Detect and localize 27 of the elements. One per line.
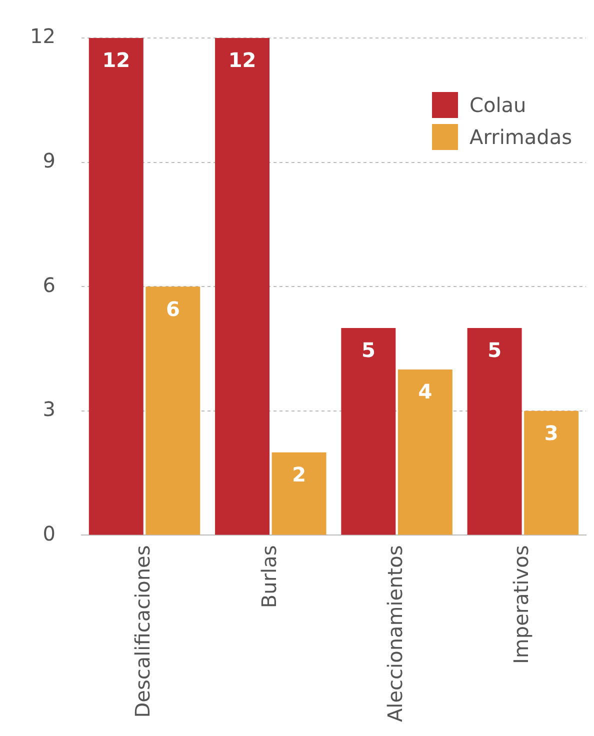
bar <box>341 328 396 535</box>
data-label: 3 <box>544 421 558 446</box>
bar <box>524 410 579 535</box>
y-tick-label: 3 <box>42 397 56 422</box>
bar <box>88 38 144 535</box>
x-tick-label: Burlas <box>256 545 281 608</box>
data-label: 6 <box>166 296 180 321</box>
data-label: 12 <box>228 48 256 72</box>
bar <box>215 38 270 535</box>
bar <box>146 286 200 535</box>
bar <box>398 369 452 535</box>
data-label: 2 <box>292 462 306 487</box>
x-tick-label: Descalificaciones <box>130 545 155 718</box>
y-tick-label: 0 <box>42 521 56 546</box>
bar <box>467 328 522 535</box>
data-label: 5 <box>361 338 376 362</box>
bar <box>272 452 326 535</box>
legend-label: Colau <box>470 93 526 117</box>
legend-label: Arrimadas <box>470 125 572 149</box>
data-label: 5 <box>488 338 502 362</box>
y-tick-label: 6 <box>42 272 56 297</box>
x-tick-label: Imperativos <box>509 545 534 664</box>
x-tick-label: Aleccionamientos <box>382 545 407 722</box>
data-label: 12 <box>102 48 130 72</box>
y-tick-label: 12 <box>30 24 56 48</box>
data-label: 4 <box>418 380 432 404</box>
y-tick-label: 9 <box>42 148 56 173</box>
